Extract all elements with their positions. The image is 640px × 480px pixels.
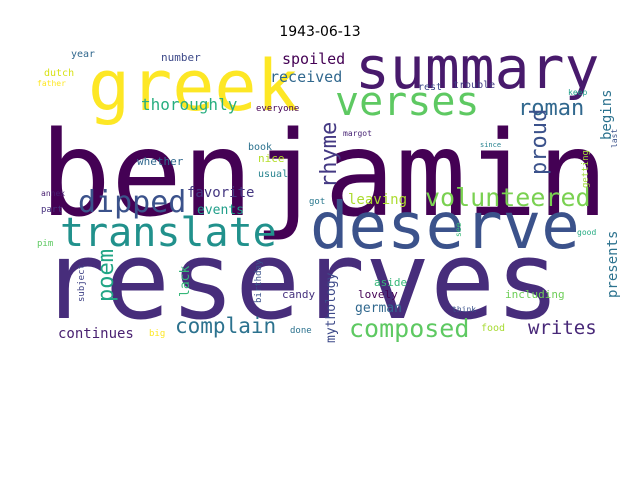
word-whether: whether: [137, 155, 184, 168]
word-events: events: [197, 203, 244, 218]
word-birthday: birthday: [254, 259, 264, 303]
word-getting: getting: [581, 150, 591, 188]
word-rhyme: rhyme: [317, 122, 342, 188]
word-spoiled: spoiled: [282, 50, 345, 68]
word-translate: translate: [60, 210, 277, 256]
word-father: father: [37, 79, 66, 88]
word-favorite: favorite: [187, 185, 254, 201]
word-nice: nice: [258, 152, 285, 165]
word-margot: margot: [343, 129, 372, 138]
word-thoroughly: thoroughly: [141, 95, 238, 114]
word-benjamin: benjamin: [40, 105, 608, 243]
word-mythology: mythology: [324, 272, 339, 343]
word-roman: roman: [518, 96, 584, 121]
word-including: including: [505, 288, 565, 301]
word-volunteered: volunteered: [425, 183, 591, 212]
word-everyone: everyone: [256, 104, 299, 114]
word-big: big: [149, 329, 165, 339]
word-year: year: [71, 49, 95, 60]
word-last: last: [610, 129, 619, 148]
word-trouble: trouble: [453, 80, 495, 91]
word-dipped: dipped: [78, 185, 186, 220]
word-food: food: [481, 323, 505, 334]
word-reserves: reserves: [40, 219, 560, 344]
word-candy: candy: [282, 288, 315, 301]
word-subject: subject: [77, 264, 87, 302]
word-poem: poem: [94, 249, 119, 302]
word-annex: annex: [41, 189, 65, 198]
word-leaving: leaving: [348, 192, 407, 208]
chart-title: 1943-06-13: [279, 24, 361, 40]
word-keep: keep: [568, 88, 587, 97]
word-received: received: [270, 68, 342, 86]
word-lack: lack: [178, 266, 193, 297]
word-see: see: [454, 222, 463, 237]
word-dutch: dutch: [44, 68, 74, 79]
word-verses: verses: [335, 79, 480, 125]
word-continues: continues: [58, 326, 134, 342]
word-presents: presents: [605, 231, 621, 298]
word-aside: aside: [374, 276, 407, 289]
word-think: think: [452, 305, 476, 314]
word-usual: usual: [258, 169, 288, 180]
word-begins: begins: [599, 89, 615, 140]
word-number: number: [161, 51, 201, 64]
word-deserve: deserve: [310, 190, 580, 264]
word-pim: pim: [37, 239, 53, 249]
word-good: good: [577, 228, 596, 237]
word-writes: writes: [528, 317, 597, 339]
word-complain: complain: [175, 314, 276, 338]
word-got: got: [309, 197, 325, 207]
word-book: book: [248, 142, 272, 153]
word-proud: proud: [527, 109, 552, 175]
word-summary: summary: [355, 34, 599, 102]
word-lovely: lovely: [358, 288, 398, 301]
word-done: done: [290, 326, 312, 336]
word-part: part: [41, 205, 63, 215]
word-rest: rest: [418, 82, 442, 93]
word-greek: greek: [88, 45, 299, 127]
word-german: german: [355, 301, 402, 316]
word-since: since: [480, 141, 501, 149]
word-composed: composed: [349, 314, 469, 343]
